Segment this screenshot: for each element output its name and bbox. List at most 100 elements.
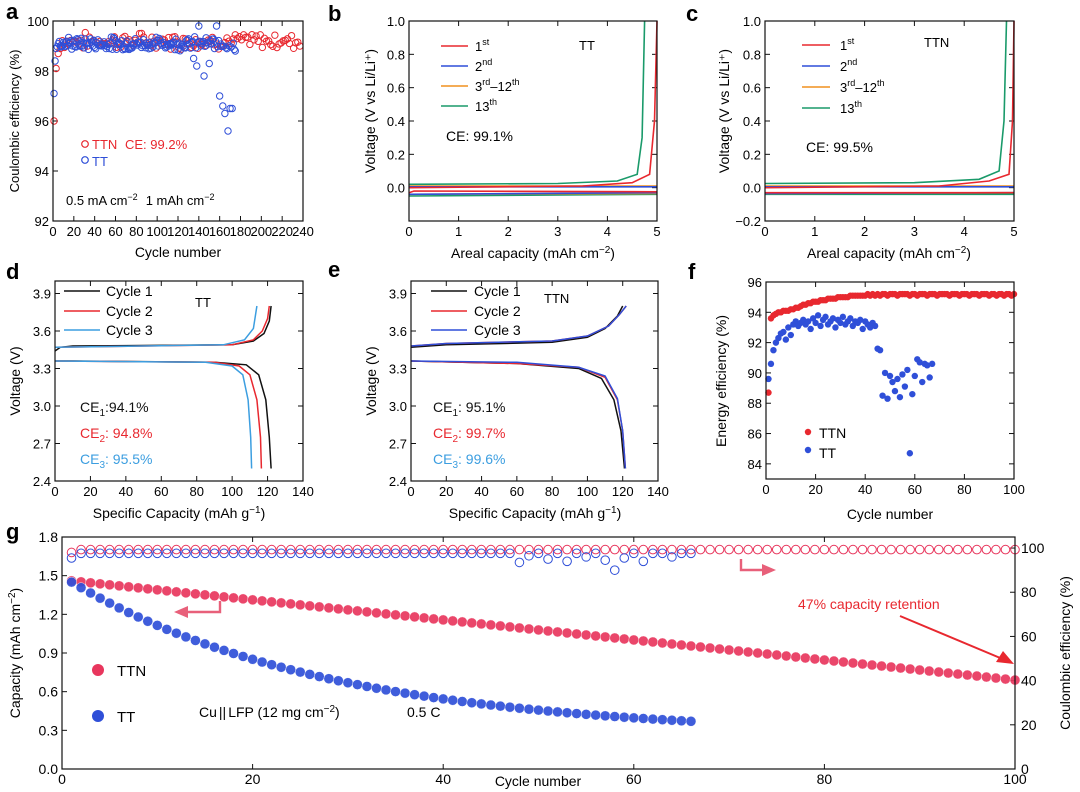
panel-f-frame <box>765 281 1015 480</box>
capacity-point-tt <box>552 706 563 718</box>
capacity-point-tt <box>371 683 382 694</box>
panel-e-letter: e <box>328 257 340 282</box>
panel-d-sample: TT <box>195 295 211 310</box>
ce-point-tt <box>343 548 353 559</box>
panel-e-ce-2: CE2: 99.7% <box>433 425 506 445</box>
ce-point-tt <box>276 548 286 559</box>
ce-point-ttn <box>543 544 553 555</box>
y-tick-label: 0.4 <box>743 114 761 129</box>
x-tick-label: 3 <box>911 224 918 239</box>
ce-point-ttn <box>752 544 763 555</box>
ce-point-ttn <box>76 544 86 555</box>
capacity-point-tt <box>209 642 220 653</box>
capacity-point-ttn <box>685 640 697 652</box>
x-tick-label: 80 <box>129 224 143 239</box>
x-tick-label: 120 <box>612 484 634 499</box>
capacity-point-ttn <box>190 588 201 600</box>
x-tick-label: 2 <box>505 224 512 239</box>
panel-c: c 0 1 2 3 4 5 −0.2 0.0 0.2 0.4 0.6 0.8 1.0 Voltage … <box>686 1 1018 261</box>
ce-point-ttn <box>314 544 325 555</box>
ce-point-ttn <box>791 544 801 555</box>
ce-point-ttn <box>362 544 372 555</box>
panel-f-points <box>765 290 1018 457</box>
ce-point-tt <box>629 548 639 559</box>
ee-point-ttn <box>765 389 772 396</box>
ce-point-tt <box>648 548 658 559</box>
panel-c-xlabel: Areal capacity (mAh cm−2) <box>807 245 971 261</box>
ce-point-ttn <box>505 544 515 555</box>
capacity-point-ttn <box>990 672 1002 684</box>
panel-g-yticks: 0.0 0.3 0.6 0.9 1.2 1.5 1.8 <box>39 529 67 777</box>
ce-point-ttn <box>686 544 696 555</box>
capacity-point-ttn <box>123 581 134 593</box>
panel-b: b 0 1 2 3 4 5 0.0 0.2 0.4 0.6 0.8 1.0 Voltage (V v… <box>328 1 661 261</box>
panel-g-ylabel-right: Coulombic efficiency (%) <box>1057 576 1073 730</box>
ce-point-ttn <box>190 544 201 555</box>
panel-g-legend-tt-marker <box>92 710 104 722</box>
ce-point-tt <box>162 548 172 559</box>
ce-point-ttn <box>714 544 725 555</box>
panel-d-legend-2: Cycle 2 <box>106 303 153 319</box>
ee-point-tt <box>916 359 923 366</box>
panel-f: f 0 20 40 60 80 100 84 86 88 90 92 94 96 Energy eff… <box>688 259 1025 522</box>
capacity-point-ttn <box>256 595 268 607</box>
ce-point-tt <box>219 102 227 110</box>
y-tick-label: 0.2 <box>743 147 761 162</box>
ce-point-tt <box>142 44 150 52</box>
capacity-point-ttn <box>171 586 182 598</box>
ce-point-ttn <box>266 544 277 555</box>
ce-point-ttn <box>137 29 146 38</box>
panel-a-ylabel: Coulombic efficiency (%) <box>7 50 22 193</box>
x-tick-label: 180 <box>230 224 252 239</box>
ce-point-ttn <box>629 544 639 555</box>
ee-point-tt <box>787 331 794 339</box>
ce-point-ttn <box>85 544 96 555</box>
plating-curve-1st <box>408 190 658 194</box>
capacity-point-tt <box>228 648 239 659</box>
ce-point-tt <box>514 557 525 568</box>
capacity-point-tt <box>666 715 678 726</box>
panel-d-ce-1: CE1:94.1% <box>80 399 149 419</box>
ce-point-ttn <box>953 544 963 555</box>
ce-point-tt <box>226 104 234 113</box>
ce-point-tt <box>371 548 382 559</box>
ce-point-ttn <box>810 544 820 555</box>
ce-point-tt <box>113 40 122 49</box>
ce-point-ttn <box>972 544 982 555</box>
ce-point-tt <box>505 548 515 559</box>
ce-point-ttn <box>237 36 246 44</box>
ce-point-ttn <box>428 544 439 555</box>
panel-d-legend: Cycle 1 Cycle 2 Cycle 3 <box>64 283 153 338</box>
ce-point-ttn <box>267 40 275 49</box>
capacity-point-tt <box>619 712 630 723</box>
ce-point-ttn <box>743 544 753 555</box>
y-tick-label: 1.2 <box>39 606 59 622</box>
ce-point-ttn <box>95 544 105 555</box>
ce-point-tt <box>95 548 105 559</box>
ce-point-ttn <box>181 544 191 555</box>
capacity-point-ttn <box>152 584 163 596</box>
y-tick-label: 1.5 <box>39 568 59 584</box>
x-tick-label: 1 <box>811 224 818 239</box>
ce-point-tt <box>676 548 687 559</box>
capacity-point-tt <box>66 576 77 588</box>
x-tick-label: 2 <box>861 224 868 239</box>
ce-point-ttn <box>676 544 687 555</box>
ce-point-tt <box>196 37 204 46</box>
panel-e-xticks: 0 20 40 60 80 100 120 140 <box>407 281 669 499</box>
ee-point-tt <box>785 324 792 331</box>
capacity-point-tt <box>504 701 516 713</box>
ce-point-tt <box>142 548 153 559</box>
capacity-point-ttn <box>352 605 363 617</box>
panel-c-frame <box>764 20 1015 222</box>
panel-b-legend-3: 3rd–12th <box>475 77 519 94</box>
ee-point-tt <box>839 313 847 321</box>
ce-point-tt <box>447 548 458 559</box>
ce-point-ttn <box>619 544 630 555</box>
ce-point-ttn <box>438 544 449 555</box>
ee-point-tt <box>812 319 819 327</box>
x-tick-label: 20 <box>83 484 97 499</box>
capacity-point-ttn <box>981 671 992 683</box>
y-tick-label: 1.0 <box>743 14 761 29</box>
ce-point-tt <box>638 556 649 567</box>
